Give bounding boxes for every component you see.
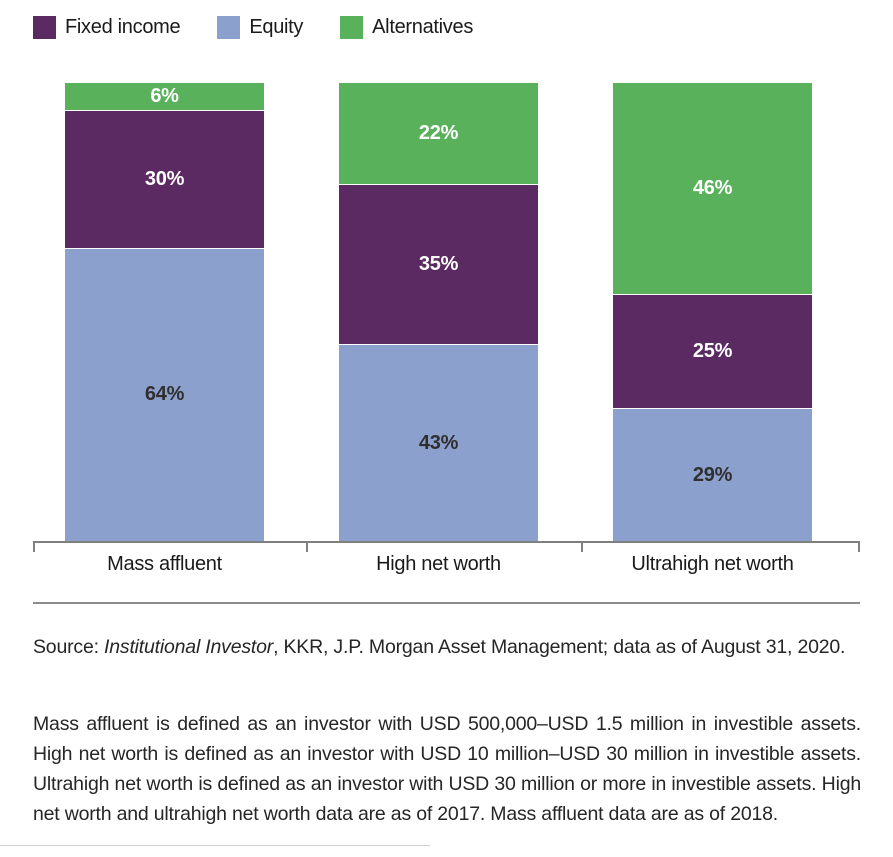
source-text: Source: Institutional Investor, KKR, J.P… <box>33 632 861 663</box>
source-publication: Institutional Investor <box>104 635 274 658</box>
segment-value-label: 46% <box>692 176 733 199</box>
segment-value-label: 35% <box>418 252 459 275</box>
stacked-bar-chart: 6% 30% 64% 22% 35% 43% 46% 25% 29% <box>33 83 860 552</box>
segment-fixed-income-mass-affluent: 30% <box>65 110 264 248</box>
segment-value-label: 6% <box>150 85 179 108</box>
category-label-mass-affluent: Mass affluent <box>107 553 222 575</box>
axis-tick <box>858 541 860 552</box>
segment-value-label: 25% <box>692 339 733 362</box>
legend-label-fixed-income: Fixed income <box>65 16 181 38</box>
legend-item-fixed-income: Fixed income <box>33 16 181 39</box>
category-label-high-net-worth: High net worth <box>376 553 501 575</box>
source-prefix: Source: <box>33 635 105 658</box>
legend-item-alternatives: Alternatives <box>340 16 473 39</box>
segment-value-label: 22% <box>418 121 459 144</box>
segment-value-label: 64% <box>144 383 185 406</box>
segment-alternatives-high-net-worth: 22% <box>339 83 538 184</box>
legend-swatch-fixed-income <box>33 16 56 39</box>
category-label-ultrahigh-net-worth: Ultrahigh net worth <box>631 553 794 575</box>
axis-tick <box>306 541 308 552</box>
axis-tick <box>33 541 35 552</box>
bottom-rule <box>0 845 430 846</box>
legend-label-equity: Equity <box>249 16 304 38</box>
footnote-text: Mass affluent is defined as an investor … <box>33 712 861 825</box>
segment-value-label: 43% <box>418 431 459 454</box>
segment-equity-mass-affluent: 64% <box>65 247 264 541</box>
segment-value-label: 30% <box>144 168 185 191</box>
legend: Fixed income Equity Alternatives <box>33 16 473 39</box>
segment-fixed-income-ultrahigh-net-worth: 25% <box>613 293 812 409</box>
category-axis-labels: Mass affluent High net worth Ultrahigh n… <box>33 553 860 576</box>
stacked-bar-ultrahigh-net-worth: 46% 25% 29% <box>613 83 812 541</box>
segment-equity-high-net-worth: 43% <box>339 344 538 541</box>
stacked-bar-mass-affluent: 6% 30% 64% <box>65 83 264 541</box>
bars: 6% 30% 64% 22% 35% 43% 46% 25% 29% <box>33 83 860 541</box>
segment-alternatives-mass-affluent: 6% <box>65 83 264 111</box>
divider-line <box>33 602 860 604</box>
legend-item-equity: Equity <box>217 16 303 39</box>
segment-equity-ultrahigh-net-worth: 29% <box>613 408 812 541</box>
axis-tick <box>581 541 583 552</box>
source-rest: , KKR, J.P. Morgan Asset Management; dat… <box>273 635 846 658</box>
legend-swatch-alternatives <box>340 16 364 39</box>
segment-alternatives-ultrahigh-net-worth: 46% <box>613 83 812 294</box>
legend-swatch-equity <box>217 16 241 39</box>
legend-label-alternatives: Alternatives <box>372 16 474 38</box>
segment-value-label: 29% <box>692 463 733 486</box>
stacked-bar-high-net-worth: 22% 35% 43% <box>339 83 538 541</box>
segment-fixed-income-high-net-worth: 35% <box>339 183 538 345</box>
